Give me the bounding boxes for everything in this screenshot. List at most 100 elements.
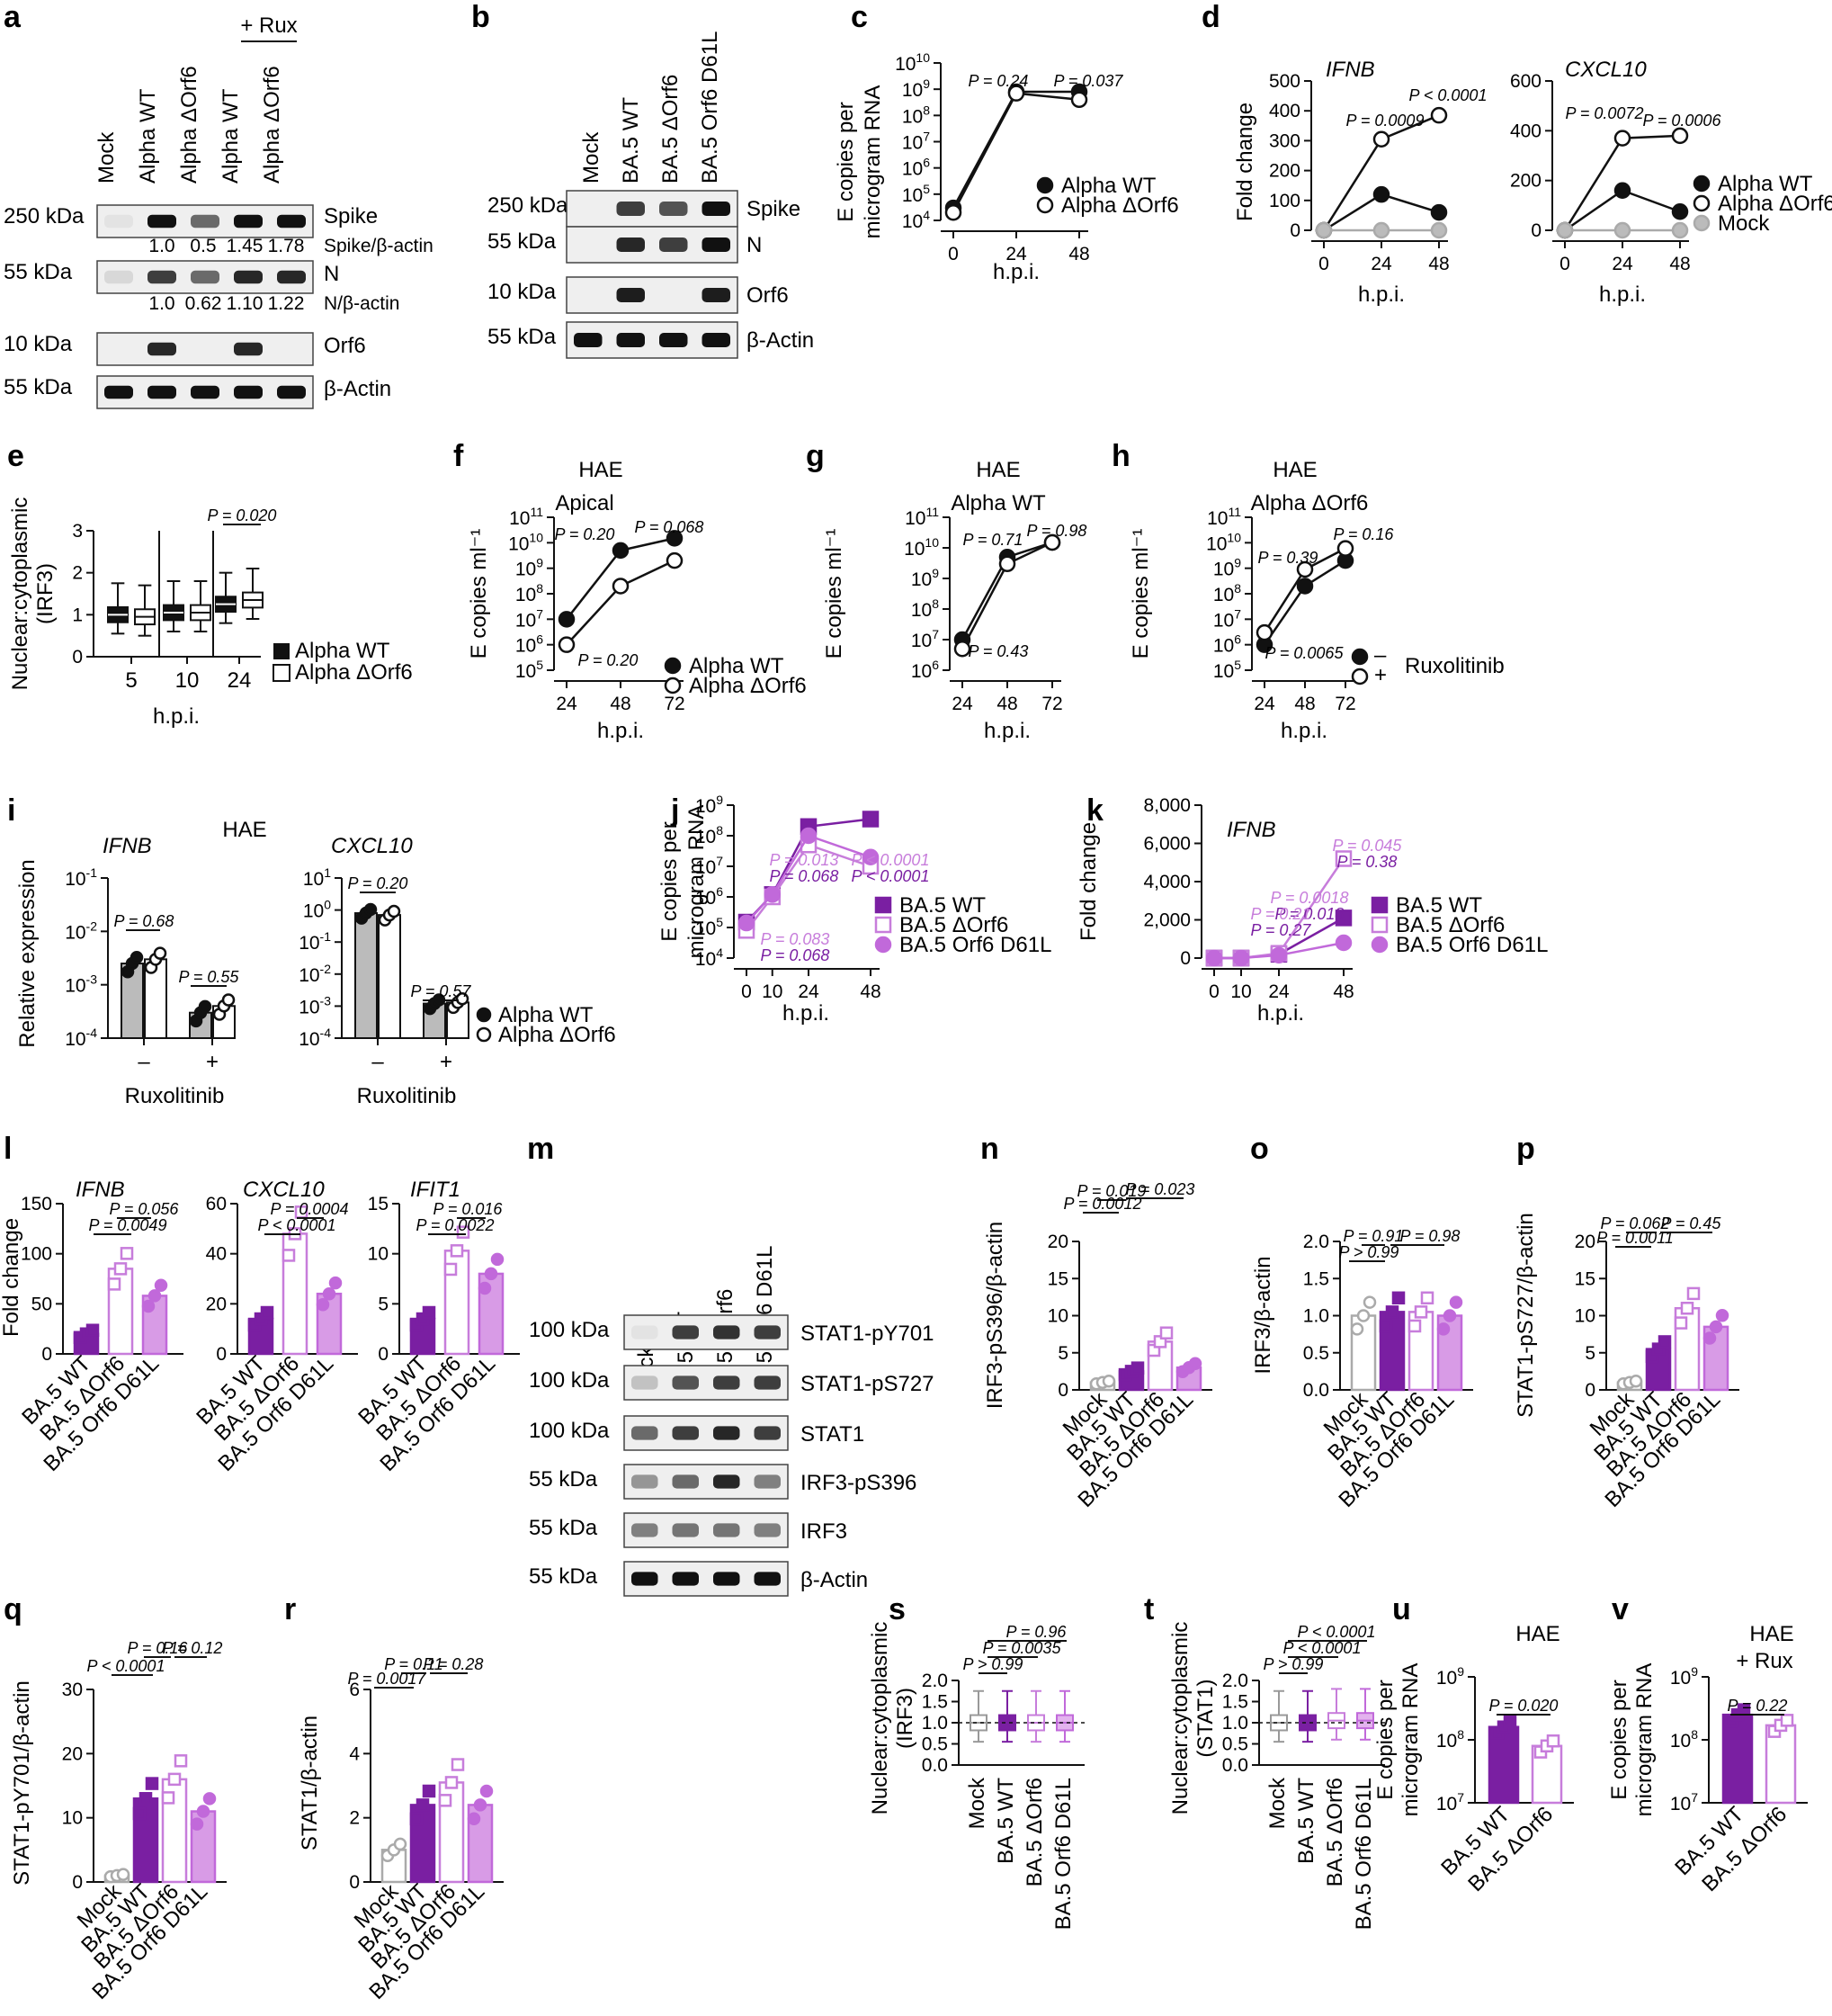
y-tick-label: 0.5 — [1303, 1343, 1329, 1364]
p-value: P < 0.0001 — [258, 1216, 336, 1234]
y-tick-label: 107 — [1436, 1790, 1464, 1814]
y-axis-title: IRF3-pS396/β-actin — [983, 1222, 1007, 1410]
y-tick-label: 20 — [206, 1294, 227, 1314]
data-point — [1436, 1322, 1451, 1336]
data-point — [1702, 1331, 1717, 1345]
y-tick-label: 100 — [303, 898, 331, 922]
y-tick-label: 1.5 — [922, 1692, 948, 1713]
p-value: P = 0.11 — [384, 1655, 443, 1673]
blot-band — [234, 385, 263, 399]
data-point — [322, 1286, 336, 1301]
blot-band — [672, 1474, 699, 1489]
data-point — [1671, 203, 1689, 220]
y-tick-label: 107 — [515, 606, 543, 631]
data-point — [451, 1758, 465, 1771]
y-axis-title: (IRF3) — [33, 563, 58, 624]
blot-band — [713, 1572, 740, 1586]
data-point — [139, 1792, 153, 1805]
y-tick-label: 8,000 — [1143, 795, 1191, 816]
p-value: P = 0.0012 — [1064, 1195, 1142, 1213]
data-point — [1372, 221, 1390, 239]
blot-row-label: STAT1 — [800, 1422, 864, 1447]
x-tick-label: BA.5 ΔOrf6 — [1023, 1778, 1047, 1886]
p-value: P = 0.71 — [963, 531, 1023, 549]
data-point — [130, 951, 144, 964]
data-point — [1391, 1291, 1406, 1305]
quant-value: 1.10 — [227, 293, 264, 314]
data-point — [1379, 1319, 1393, 1333]
blot-band — [277, 385, 306, 399]
x-tick-label: 10 — [175, 668, 200, 693]
data-point — [764, 886, 781, 903]
data-point — [1613, 182, 1631, 199]
data-point — [1420, 1291, 1434, 1305]
hae-label: HAE — [976, 458, 1020, 482]
blot-band — [659, 237, 688, 252]
data-point — [800, 827, 818, 845]
data-point — [1674, 1316, 1688, 1330]
blot-band — [754, 1375, 781, 1390]
x-axis-title: Ruxolitinib — [125, 1084, 225, 1108]
legend-label: Alpha ΔOrf6 — [1061, 193, 1179, 218]
blot-band — [277, 214, 306, 228]
data-point — [1270, 946, 1288, 964]
y-tick-label: 0 — [378, 1344, 389, 1365]
y-tick-label: 0.0 — [1222, 1755, 1248, 1776]
kda-label: 10 kDa — [487, 280, 557, 304]
data-point — [1007, 85, 1025, 102]
data-point — [116, 1868, 130, 1881]
data-point — [1350, 1322, 1364, 1336]
data-point — [1188, 1357, 1202, 1371]
y-axis-title: STAT1-pS727/β-actin — [1514, 1213, 1538, 1418]
y-tick-label: 1011 — [905, 505, 939, 529]
p-value: P = 0.037 — [1054, 72, 1124, 90]
y-tick-label: 1.0 — [1303, 1306, 1329, 1327]
p-value: P = 0.98 — [1400, 1227, 1461, 1245]
legend-label: BA.5 WT — [1396, 893, 1482, 918]
p-value: P < 0.0001 — [852, 851, 930, 869]
p-value: P > 0.99 — [1264, 1655, 1324, 1673]
blot-band — [104, 270, 133, 284]
y-tick-label: 30 — [62, 1680, 83, 1700]
legend-label: Alpha ΔOrf6 — [1718, 192, 1832, 216]
y-tick-label: 109 — [1436, 1664, 1464, 1689]
y-axis-title: STAT1-pY701/β-actin — [10, 1680, 34, 1886]
x-tick-label: 48 — [1068, 244, 1089, 264]
bar — [1765, 1724, 1797, 1805]
blot-band — [104, 214, 133, 228]
y-tick-label: 107 — [902, 130, 930, 154]
gene-title: IFNB — [76, 1178, 125, 1202]
legend-label: Alpha ΔOrf6 — [295, 660, 413, 685]
x-axis-title: h.p.i. — [993, 260, 1040, 284]
y-tick-label: 0 — [349, 1872, 360, 1893]
gene-title: IFNB — [103, 834, 152, 858]
data-point — [1680, 1302, 1694, 1315]
kda-label: 100 kDa — [529, 1419, 610, 1443]
panel-letter-h: h — [1112, 439, 1130, 473]
blot-row-label: β-Actin — [324, 377, 391, 401]
blot-row-label: IRF3-pS396 — [800, 1471, 916, 1495]
y-tick-label: 2 — [349, 1808, 360, 1829]
legend-label: BA.5 WT — [899, 893, 986, 918]
blot-band — [672, 1375, 699, 1390]
panel-letter-m: m — [527, 1132, 554, 1166]
x-axis-title: h.p.i. — [984, 719, 1031, 743]
blot-band — [631, 1375, 658, 1390]
x-tick-label: 24 — [952, 694, 973, 714]
blot-row-label: Orf6 — [324, 334, 366, 358]
kda-label: 10 kDa — [4, 332, 73, 356]
data-point — [1430, 106, 1448, 124]
y-axis-title: Fold change — [0, 1218, 23, 1337]
data-point — [198, 999, 212, 1014]
x-tick-label: 0 — [1318, 254, 1329, 274]
y-tick-label: 200 — [1269, 161, 1300, 182]
x-axis-title: h.p.i. — [1281, 719, 1327, 743]
p-value: P = 0.068 — [761, 946, 830, 964]
y-tick-label: 100 — [1269, 191, 1300, 211]
y-tick-label: 5 — [1058, 1343, 1068, 1364]
data-point — [120, 1247, 134, 1260]
blot-row-label: STAT1-pY701 — [800, 1322, 934, 1346]
p-value: P > 0.99 — [1339, 1243, 1399, 1261]
data-point — [1372, 130, 1390, 148]
blot-band — [277, 270, 306, 284]
